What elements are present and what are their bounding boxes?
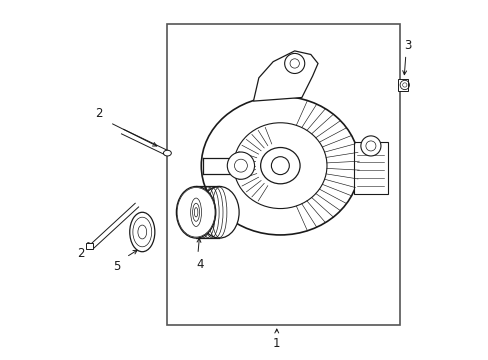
Text: 3: 3 [403, 39, 410, 52]
Text: 2: 2 [78, 247, 85, 260]
Ellipse shape [201, 96, 359, 235]
Polygon shape [253, 51, 317, 101]
Bar [86, 243, 93, 249]
Circle shape [227, 152, 254, 179]
Ellipse shape [199, 186, 239, 238]
FancyBboxPatch shape [353, 142, 387, 194]
Circle shape [360, 136, 380, 156]
Bar [397, 79, 407, 91]
Ellipse shape [163, 150, 171, 156]
Text: 4: 4 [196, 258, 203, 271]
Circle shape [271, 157, 289, 175]
Bar [167, 24, 400, 325]
Text: 1: 1 [272, 329, 280, 350]
Ellipse shape [176, 186, 215, 238]
Ellipse shape [260, 148, 300, 184]
Circle shape [284, 53, 304, 73]
Text: 5: 5 [113, 260, 121, 273]
Ellipse shape [129, 212, 155, 252]
Text: 2: 2 [95, 107, 103, 120]
